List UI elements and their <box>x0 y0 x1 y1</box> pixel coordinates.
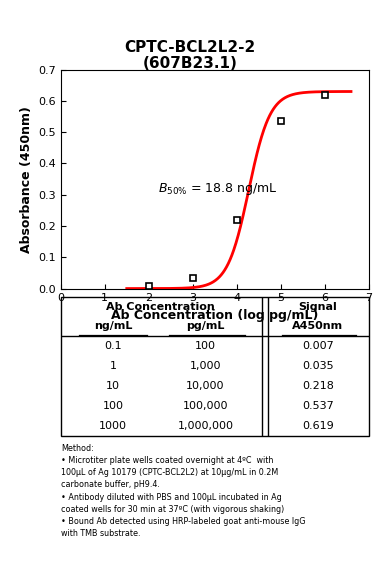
Text: ng/mL: ng/mL <box>94 321 132 331</box>
Text: 0.619: 0.619 <box>302 421 334 431</box>
Text: 0.1: 0.1 <box>105 342 122 351</box>
Text: A450nm: A450nm <box>292 321 344 331</box>
Text: Ab Concentration: Ab Concentration <box>106 302 215 311</box>
Text: 100: 100 <box>195 342 216 351</box>
Text: pg/mL: pg/mL <box>186 321 225 331</box>
Y-axis label: Absorbance (450nm): Absorbance (450nm) <box>20 106 33 252</box>
Text: CPTC-BCL2L2-2: CPTC-BCL2L2-2 <box>124 40 256 55</box>
Text: 0.007: 0.007 <box>302 342 334 351</box>
Text: 0.218: 0.218 <box>302 381 334 391</box>
Text: Method:
• Microtiter plate wells coated overnight at 4ºC  with
100µL of Ag 10179: Method: • Microtiter plate wells coated … <box>61 444 305 538</box>
Text: 100,000: 100,000 <box>183 401 228 411</box>
Text: (607B23.1): (607B23.1) <box>142 56 238 71</box>
Text: $B_{50\%}$ = 18.8 ng/mL: $B_{50\%}$ = 18.8 ng/mL <box>158 180 277 197</box>
Text: 0.537: 0.537 <box>302 401 334 411</box>
Text: 100: 100 <box>103 401 124 411</box>
X-axis label: Ab Concentration (log pg/mL): Ab Concentration (log pg/mL) <box>111 309 318 322</box>
Text: 10,000: 10,000 <box>186 381 225 391</box>
Text: 1,000: 1,000 <box>190 361 221 371</box>
Text: 1,000,000: 1,000,000 <box>177 421 233 431</box>
Text: 1000: 1000 <box>99 421 127 431</box>
Text: 0.035: 0.035 <box>302 361 334 371</box>
Text: Signal: Signal <box>298 302 337 311</box>
Text: 1: 1 <box>109 361 117 371</box>
Text: 10: 10 <box>106 381 120 391</box>
